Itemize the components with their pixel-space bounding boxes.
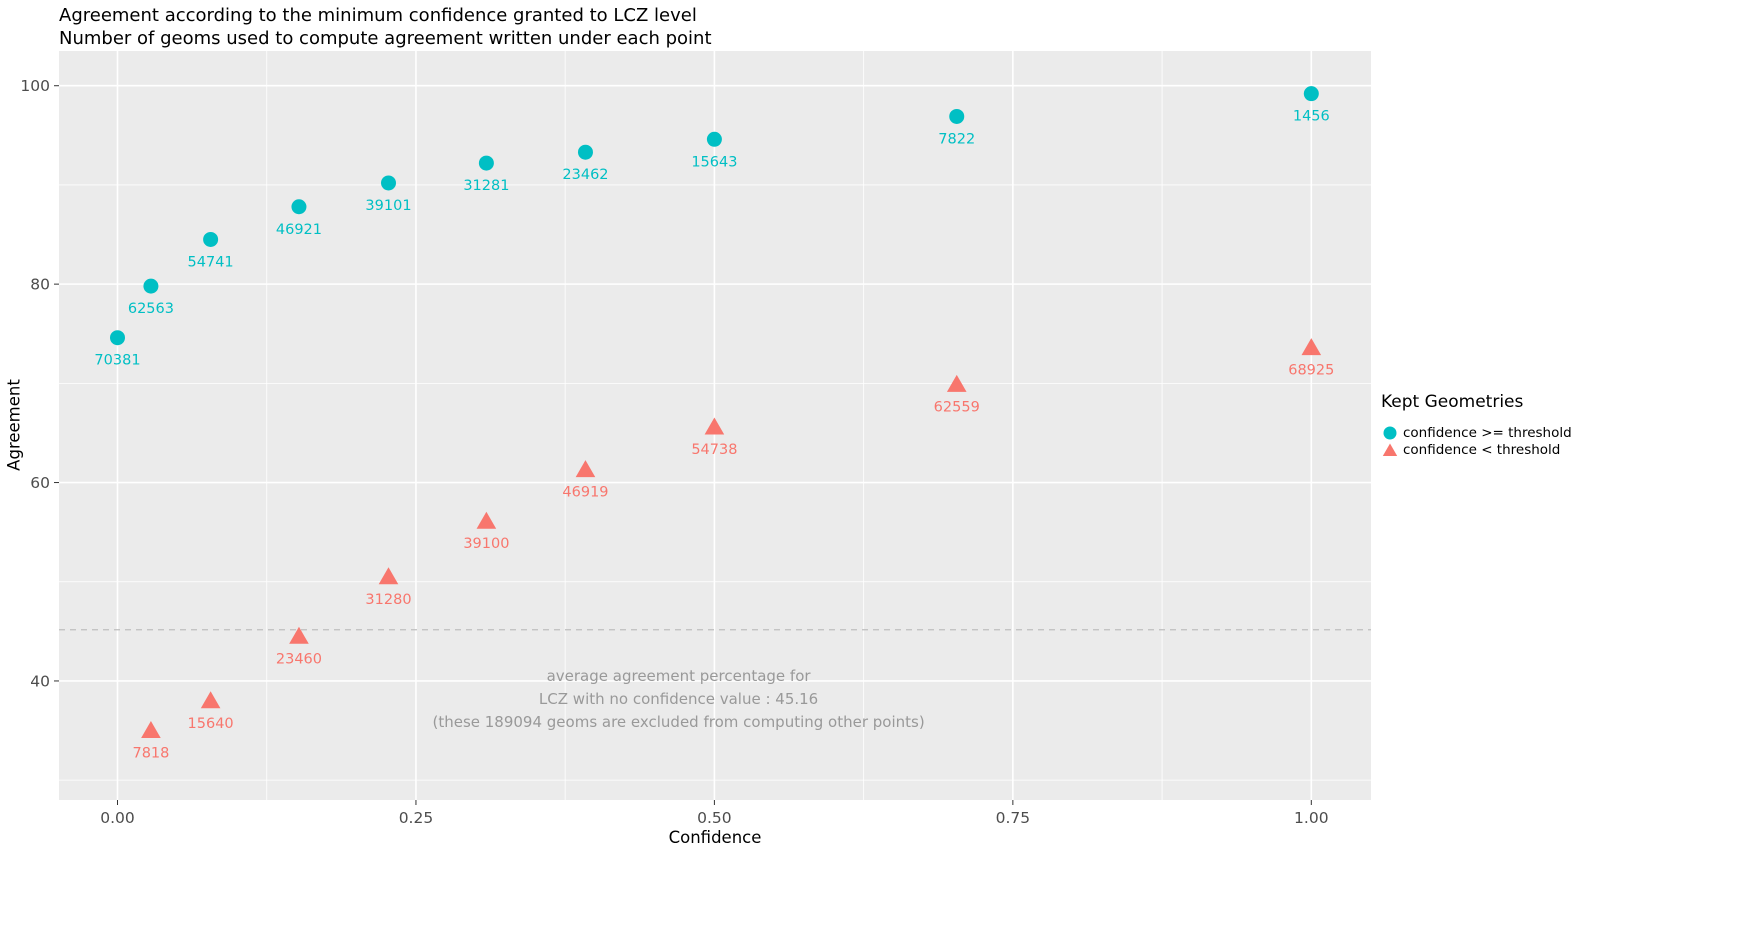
point-count-label: 31281 bbox=[463, 178, 509, 194]
data-point-triangle bbox=[289, 626, 309, 644]
point-count-label: 46919 bbox=[562, 485, 608, 501]
point-count-label: 70381 bbox=[94, 353, 140, 369]
chart-subtitle-line2: Number of geoms used to compute agreemen… bbox=[59, 28, 712, 49]
point-count-label: 7822 bbox=[938, 131, 975, 147]
data-point-triangle bbox=[200, 691, 221, 709]
point-count-label: 15640 bbox=[188, 716, 234, 732]
data-point-circle bbox=[949, 108, 965, 124]
data-point-triangle bbox=[946, 374, 967, 392]
point-count-label: 15643 bbox=[691, 154, 737, 170]
data-point-triangle bbox=[141, 721, 161, 739]
data-point-circle bbox=[706, 131, 722, 147]
legend-item: confidence >= threshold bbox=[1381, 424, 1572, 441]
data-point-circle bbox=[1303, 86, 1319, 102]
annotation-text: average agreement percentage for LCZ with… bbox=[432, 667, 924, 731]
x-tick-label: 0.00 bbox=[100, 809, 135, 827]
y-axis-title: Agreement bbox=[4, 379, 24, 471]
data-point-circle bbox=[291, 199, 307, 215]
point-count-label: 54738 bbox=[691, 442, 737, 458]
y-tick-label: 60 bbox=[30, 474, 50, 492]
point-count-label: 23460 bbox=[276, 651, 322, 667]
x-tick-label: 0.25 bbox=[399, 809, 434, 827]
legend-item: confidence < threshold bbox=[1381, 441, 1572, 458]
legend-item-label: confidence >= threshold bbox=[1403, 424, 1572, 441]
data-point-triangle bbox=[704, 417, 725, 435]
x-axis-title: Confidence bbox=[668, 828, 762, 847]
x-tick-label: 0.50 bbox=[697, 809, 732, 827]
data-point-circle bbox=[109, 330, 125, 346]
legend-title: Kept Geometries bbox=[1381, 392, 1524, 412]
data-point-circle bbox=[478, 155, 494, 171]
y-tick-label: 40 bbox=[30, 672, 50, 690]
y-tick-label: 80 bbox=[30, 276, 50, 294]
point-count-label: 7818 bbox=[132, 746, 169, 762]
data-point-circle bbox=[203, 231, 219, 247]
chart-title: Agreement according to the minimum confi… bbox=[59, 4, 712, 50]
y-tick-label: 100 bbox=[20, 77, 50, 95]
data-point-triangle bbox=[378, 567, 399, 585]
legend-item-label: confidence < threshold bbox=[1403, 441, 1561, 458]
legend-triangle-marker-icon bbox=[1381, 441, 1398, 458]
data-point-circle bbox=[143, 278, 159, 294]
point-count-label: 62563 bbox=[128, 301, 174, 317]
x-tick-label: 0.75 bbox=[996, 809, 1031, 827]
legend-circle-marker-icon bbox=[1381, 424, 1398, 441]
data-point-triangle bbox=[1301, 338, 1322, 356]
data-point-circle bbox=[577, 144, 593, 160]
x-tick-label: 1.00 bbox=[1294, 809, 1329, 827]
legend-items: confidence >= threshold confidence < thre… bbox=[1381, 424, 1572, 458]
data-point-triangle bbox=[575, 460, 596, 478]
legend: Kept Geometries confidence >= threshold c… bbox=[1381, 392, 1572, 458]
point-count-label: 1456 bbox=[1293, 109, 1330, 125]
point-count-label: 54741 bbox=[188, 254, 234, 270]
point-count-label: 62559 bbox=[934, 399, 980, 415]
point-count-label: 39101 bbox=[365, 198, 411, 214]
data-point-triangle bbox=[476, 511, 497, 529]
chart-title-line1: Agreement according to the minimum confi… bbox=[59, 5, 697, 26]
point-count-label: 68925 bbox=[1288, 363, 1334, 379]
point-count-label: 31280 bbox=[365, 592, 411, 608]
data-point-circle bbox=[380, 175, 396, 191]
point-count-label: 46921 bbox=[276, 222, 322, 238]
point-count-label: 23462 bbox=[562, 167, 608, 183]
point-count-label: 39100 bbox=[463, 536, 509, 552]
